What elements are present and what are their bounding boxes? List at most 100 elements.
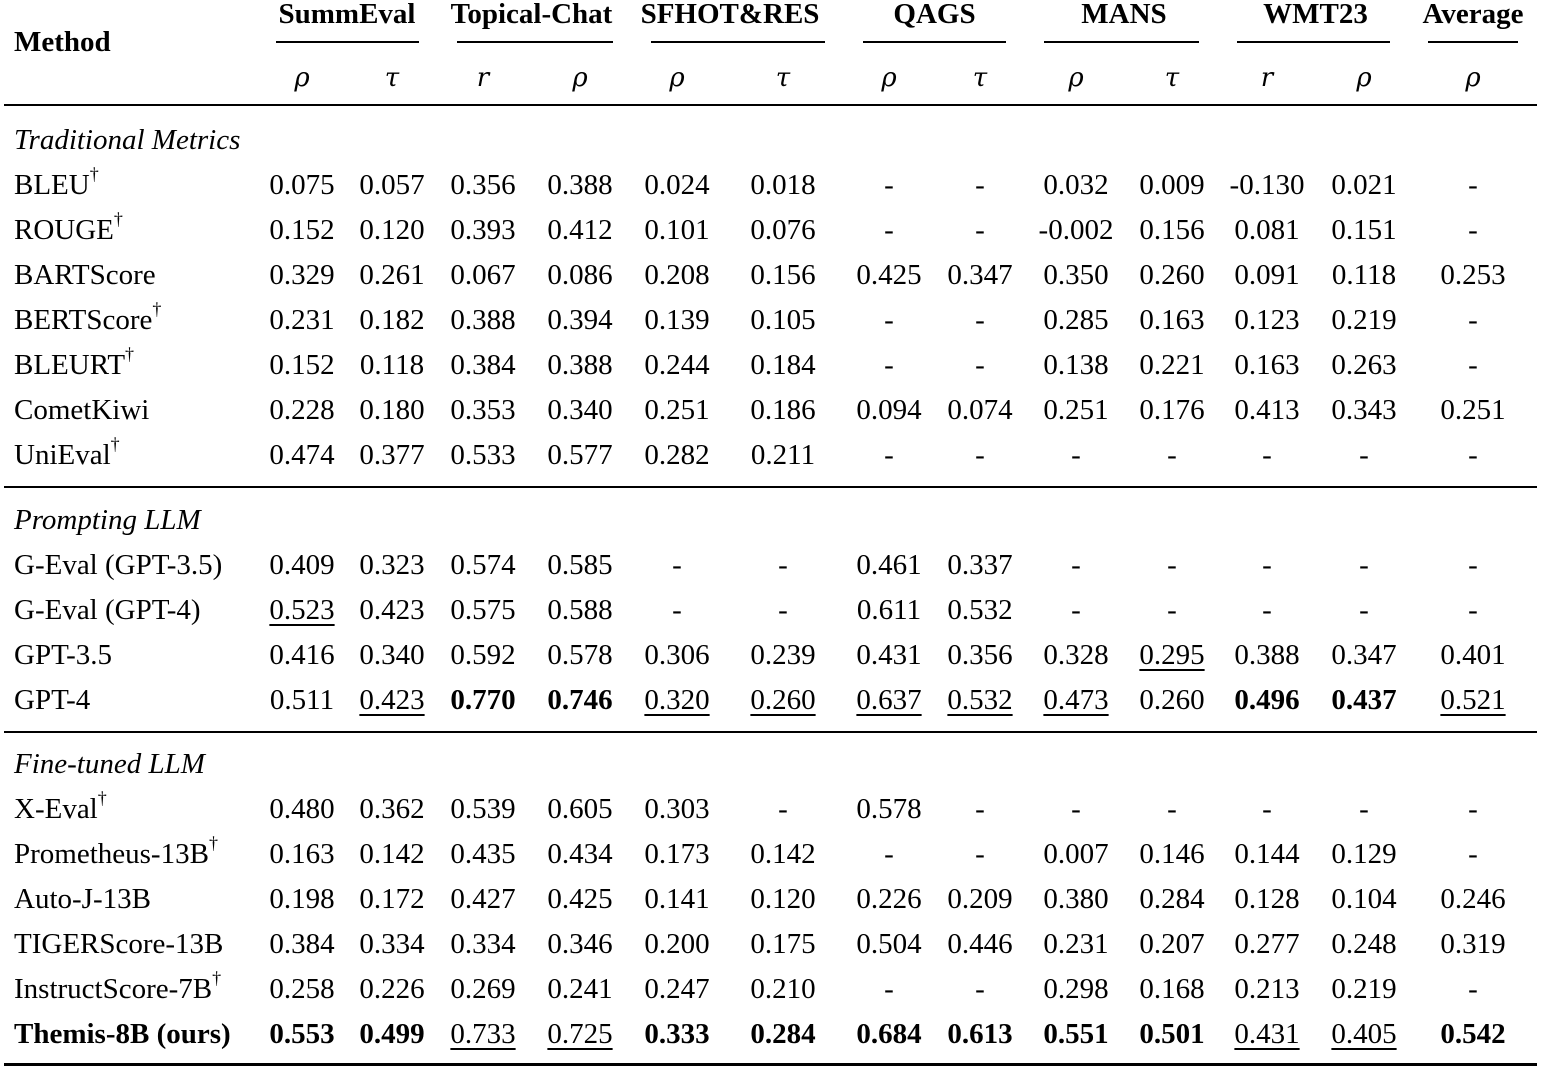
value-text: 0.575 [450, 594, 516, 626]
value-cell: 0.175 [733, 922, 833, 967]
value-text: 0.409 [269, 549, 335, 581]
value-cell: 0.156 [733, 253, 833, 298]
value-cell: 0.211 [733, 433, 833, 478]
value-cell: 0.168 [1122, 967, 1222, 1012]
value-text: 0.263 [1331, 349, 1397, 381]
value-text: 0.152 [269, 214, 335, 246]
value-cell: - [1122, 787, 1222, 832]
value-text: - [1468, 304, 1478, 336]
dataset-header-wmt23: WMT23 [1263, 0, 1368, 30]
value-text: 0.146 [1139, 838, 1205, 870]
value-text: - [1468, 214, 1478, 246]
value-text: 0.231 [269, 304, 335, 336]
dataset-header-topical-chat: Topical-Chat [450, 0, 613, 30]
value-cell: 0.356 [930, 633, 1030, 678]
value-cell: 0.221 [1122, 343, 1222, 388]
value-text: - [1262, 439, 1272, 471]
value-text: 0.251 [644, 394, 710, 426]
method-label: GPT-4 [14, 684, 91, 716]
table-row: Prometheus-13B† 0.163 0.142 0.435 0.434 0.173… [4, 832, 1537, 877]
value-text: - [778, 549, 788, 581]
value-cell: 0.334 [342, 922, 442, 967]
method-label: BLEURT [14, 349, 126, 381]
dagger-mark: † [89, 164, 99, 185]
value-text: 0.323 [359, 549, 425, 581]
value-cell: - [1314, 787, 1414, 832]
value-cell: 0.461 [839, 543, 939, 588]
value-text: 0.260 [1139, 684, 1205, 716]
value-text: 0.412 [547, 214, 613, 246]
value-text: - [884, 973, 894, 1005]
value-text: 0.128 [1234, 883, 1300, 915]
value-text: 0.425 [856, 259, 922, 291]
value-text: 0.340 [359, 639, 425, 671]
method-name: GPT-4 [14, 678, 90, 723]
group-label: Traditional Metrics [14, 124, 241, 156]
value-cell: 0.086 [530, 253, 630, 298]
value-text: 0.101 [644, 214, 710, 246]
value-text: - [1468, 439, 1478, 471]
value-cell: 0.104 [1314, 877, 1414, 922]
value-cell: 0.347 [1314, 633, 1414, 678]
method-label: GPT-3.5 [14, 639, 113, 671]
value-text: 0.207 [1139, 928, 1205, 960]
value-cell: 0.163 [252, 832, 352, 877]
value-cell: 0.246 [1423, 877, 1523, 922]
value-cell: 0.393 [433, 208, 533, 253]
value-cell: 0.207 [1122, 922, 1222, 967]
value-text: - [975, 169, 985, 201]
value-text: 0.172 [359, 883, 425, 915]
value-cell: 0.138 [1026, 343, 1126, 388]
value-text: 0.221 [1139, 349, 1205, 381]
value-cell: 0.120 [733, 877, 833, 922]
value-text: 0.501 [1139, 1018, 1205, 1050]
value-text: 0.209 [947, 883, 1013, 915]
group-label: Prompting LLM [14, 504, 201, 536]
value-cell: 0.480 [252, 787, 352, 832]
value-text: 0.018 [750, 169, 816, 201]
value-text: 0.057 [359, 169, 425, 201]
metric-symbol: ρ [669, 63, 685, 93]
value-cell: 0.209 [930, 877, 1030, 922]
value-text: 0.401 [1440, 639, 1506, 671]
value-cell: 0.129 [1314, 832, 1414, 877]
value-text: -0.002 [1038, 214, 1114, 246]
value-cell: 0.075 [252, 163, 352, 208]
value-text: 0.384 [450, 349, 516, 381]
value-text: 0.306 [644, 639, 710, 671]
dagger-mark: † [97, 788, 107, 809]
value-text: 0.219 [1331, 973, 1397, 1005]
method-label: ROUGE [14, 214, 114, 246]
value-cell: - [1217, 543, 1317, 588]
value-text: 0.260 [1139, 259, 1205, 291]
method-name: Prometheus-13B† [14, 832, 218, 877]
method-name: CometKiwi [14, 388, 149, 433]
value-text: 0.231 [1043, 928, 1109, 960]
dataset-header-qags: QAGS [893, 0, 976, 30]
value-text: 0.173 [644, 838, 710, 870]
value-text: 0.611 [856, 594, 922, 626]
value-cell: 0.499 [342, 1012, 442, 1057]
value-cell: 0.239 [733, 633, 833, 678]
value-cell: 0.282 [627, 433, 727, 478]
value-text: 0.244 [644, 349, 710, 381]
value-text: - [1071, 439, 1081, 471]
value-text: 0.176 [1139, 394, 1205, 426]
value-cell: 0.384 [433, 343, 533, 388]
table-row: Themis-8B (ours) 0.553 0.499 0.733 0.725 0.33… [4, 1012, 1537, 1057]
value-cell: 0.346 [530, 922, 630, 967]
value-text: 0.588 [547, 594, 613, 626]
method-label: TIGERScore-13B [14, 928, 224, 960]
value-text: 0.347 [947, 259, 1013, 291]
value-text: 0.253 [1440, 259, 1506, 291]
value-text: 0.186 [750, 394, 816, 426]
method-label: G-Eval (GPT-4) [14, 594, 201, 626]
value-text: 0.521 [1440, 684, 1506, 716]
method-label: BERTScore [14, 304, 153, 336]
value-text: 0.377 [359, 439, 425, 471]
value-text: - [975, 973, 985, 1005]
value-text: 0.605 [547, 793, 613, 825]
value-text: - [1262, 594, 1272, 626]
value-text: 0.533 [450, 439, 516, 471]
value-text: 0.168 [1139, 973, 1205, 1005]
